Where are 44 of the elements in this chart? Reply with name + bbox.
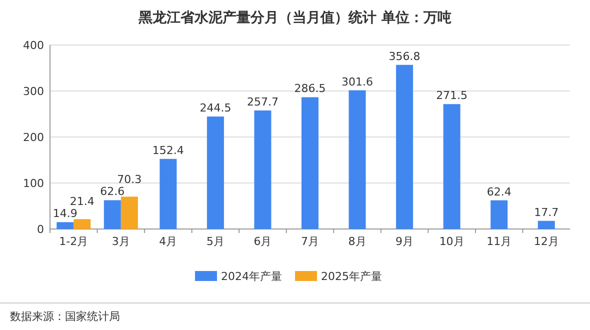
bar bbox=[302, 97, 318, 229]
data-label: 271.5 bbox=[436, 89, 468, 102]
data-label: 17.7 bbox=[534, 206, 559, 219]
bar bbox=[348, 90, 366, 229]
x-tick-label: 10月 bbox=[439, 235, 464, 248]
data-label: 62.6 bbox=[100, 185, 125, 198]
y-tick-label: 100 bbox=[23, 177, 44, 190]
chart-title: 黑龙江省水泥产量分月（当月值）统计 单位：万吨 bbox=[138, 9, 452, 26]
x-tick-label: 11月 bbox=[486, 235, 512, 248]
y-tick-label: 300 bbox=[23, 85, 44, 98]
legend-label: 2025年产量 bbox=[321, 270, 382, 283]
data-label: 21.4 bbox=[70, 195, 94, 208]
bar bbox=[443, 104, 460, 229]
bar bbox=[396, 64, 414, 229]
data-label: 152.4 bbox=[152, 144, 184, 157]
bar bbox=[490, 200, 508, 229]
data-label: 301.6 bbox=[342, 75, 374, 88]
x-tick-label: 8月 bbox=[348, 235, 366, 248]
x-tick-label: 5月 bbox=[206, 235, 224, 248]
bar bbox=[74, 219, 91, 229]
x-tick-label: 12月 bbox=[534, 235, 559, 248]
data-label: 356.8 bbox=[388, 50, 420, 63]
x-tick-label: 3月 bbox=[112, 235, 130, 248]
data-label: 14.9 bbox=[52, 207, 78, 220]
x-tick-label: 6月 bbox=[254, 235, 272, 248]
bar bbox=[206, 116, 224, 229]
y-tick-label: 400 bbox=[23, 39, 44, 52]
bar bbox=[120, 196, 138, 229]
y-tick-label: 200 bbox=[23, 131, 44, 144]
bar bbox=[254, 110, 272, 229]
x-tick-label: 1-2月 bbox=[59, 235, 88, 248]
x-tick-label: 4月 bbox=[159, 235, 178, 248]
data-label: 244.5 bbox=[200, 102, 232, 115]
bar bbox=[160, 158, 177, 229]
source-note: 数据来源：国家统计局 bbox=[10, 310, 120, 323]
data-label: 62.4 bbox=[486, 185, 512, 198]
data-label: 70.3 bbox=[117, 173, 142, 186]
x-tick-label: 9月 bbox=[396, 235, 414, 248]
bar bbox=[538, 220, 555, 229]
legend-label: 2024年产量 bbox=[221, 270, 282, 283]
data-label: 257.7 bbox=[246, 95, 278, 108]
y-tick-label: 0 bbox=[37, 223, 44, 236]
x-tick-label: 7月 bbox=[301, 235, 319, 248]
data-label: 286.5 bbox=[294, 82, 326, 96]
